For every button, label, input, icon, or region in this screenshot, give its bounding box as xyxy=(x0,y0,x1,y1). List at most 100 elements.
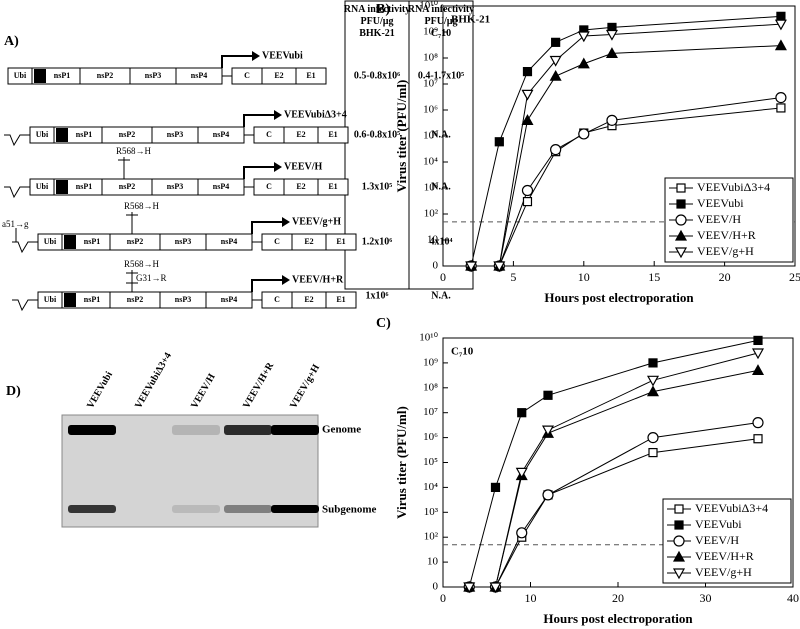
ns-block xyxy=(56,128,68,142)
legend-label: VEEV/g+H xyxy=(695,565,752,579)
gene-label: Ubi xyxy=(36,182,49,191)
band xyxy=(68,425,116,435)
y-tick-label: 10¹⁰ xyxy=(419,0,438,12)
series-line xyxy=(468,339,759,588)
legend-label: VEEV/H xyxy=(695,533,739,547)
gene-label: nsP3 xyxy=(175,237,191,246)
y-tick-label: 10⁷ xyxy=(423,78,438,90)
lane-label: VEEV/H xyxy=(189,372,218,411)
marker xyxy=(675,214,687,226)
loop xyxy=(4,186,30,199)
y-tick-label: 10³ xyxy=(424,182,439,194)
marker xyxy=(578,128,590,140)
legend-label: VEEV/H+R xyxy=(697,228,756,242)
y-tick-label: 10 xyxy=(427,556,439,568)
legend-label: VEEV/H xyxy=(697,212,741,226)
marker xyxy=(776,11,786,21)
marker xyxy=(605,29,618,41)
y-tick-label: 10² xyxy=(424,208,439,220)
marker xyxy=(493,261,506,273)
marker xyxy=(543,390,553,400)
gene-label: C xyxy=(274,295,280,304)
gene-label: nsP4 xyxy=(221,295,237,304)
marker xyxy=(775,91,787,104)
y-tick-label: 10⁵ xyxy=(423,456,438,468)
marker xyxy=(542,489,554,501)
legend-label: VEEVubi xyxy=(697,196,744,210)
table-header-line: RNA infectivity xyxy=(344,4,410,15)
legend-label: VEEV/H+R xyxy=(695,549,754,563)
legend-label: VEEVubiΔ3+4 xyxy=(697,180,770,194)
panel-label: C) xyxy=(376,316,391,331)
mutation-label: R568→H xyxy=(116,146,152,156)
marker xyxy=(672,550,686,562)
y-tick-label: 10⁹ xyxy=(423,26,438,38)
table-header-line: RNA infectivity xyxy=(408,4,474,15)
y-tick-label: 10⁴ xyxy=(423,481,438,493)
marker xyxy=(674,229,688,241)
panel-label: D) xyxy=(6,384,21,399)
legend-label: VEEVubiΔ3+4 xyxy=(695,501,768,515)
y-tick-label: 10⁴ xyxy=(423,156,438,168)
marker xyxy=(774,39,787,51)
x-tick-label: 10 xyxy=(525,591,537,605)
gene-box xyxy=(325,233,357,251)
table-header-line: PFU/µg xyxy=(361,16,394,27)
x-tick-label: 30 xyxy=(700,591,712,605)
marker xyxy=(577,31,590,43)
construct-name: VEEV/H+R xyxy=(292,274,344,285)
chart-title: BHK-21 xyxy=(451,14,490,26)
x-tick-label: 5 xyxy=(510,270,516,284)
gene-label: Ubi xyxy=(44,295,57,304)
promoter-arrow xyxy=(243,114,274,127)
x-tick-label: 40 xyxy=(787,591,799,605)
x-tick-label: 25 xyxy=(789,270,800,284)
loop xyxy=(12,299,38,312)
arrow-head xyxy=(282,275,290,285)
table-cell: 4x10⁴ xyxy=(430,236,453,247)
gene-label: nsP2 xyxy=(127,237,143,246)
table-cell: 0.5-0.8x10⁶ xyxy=(354,70,400,81)
marker xyxy=(463,582,476,594)
marker xyxy=(541,425,555,437)
marker xyxy=(673,535,685,547)
gene-label: E2 xyxy=(296,182,305,191)
gene-label: E1 xyxy=(306,71,315,80)
panel-label: A) xyxy=(4,34,19,49)
marker xyxy=(753,434,763,444)
marker xyxy=(674,520,684,530)
gene-box xyxy=(295,67,327,85)
arrow-head xyxy=(282,217,290,227)
gene-label: nsP4 xyxy=(191,71,207,80)
gene-label: E1 xyxy=(328,182,337,191)
y-tick-label: 10⁶ xyxy=(423,104,438,116)
promoter-arrow xyxy=(251,279,282,292)
marker xyxy=(676,199,686,209)
y-axis-label: Virus titer (PFU/ml) xyxy=(394,406,409,519)
table-header-line: BHK-21 xyxy=(359,28,395,39)
table-cell: 1.3x10⁵ xyxy=(362,181,393,192)
y-tick-label: 10² xyxy=(424,531,439,543)
construct-name: VEEV/g+H xyxy=(292,216,341,227)
gene-label: nsP4 xyxy=(213,130,229,139)
table-cell: N.A. xyxy=(431,181,451,192)
band xyxy=(68,505,116,513)
mutation-label: G31→R xyxy=(136,273,167,283)
band xyxy=(224,505,272,513)
y-tick-label: 10⁶ xyxy=(423,431,438,443)
band xyxy=(271,425,319,435)
y-tick-label: 10³ xyxy=(424,506,439,518)
promoter-arrow xyxy=(221,55,252,68)
table-cell: 1.2x10⁶ xyxy=(362,236,393,247)
y-tick-label: 10⁸ xyxy=(423,52,438,64)
x-axis-label: Hours post electroporation xyxy=(544,290,694,305)
marker xyxy=(648,447,658,458)
gene-label: E2 xyxy=(304,237,313,246)
table-header-line: PFU/µg xyxy=(425,16,458,27)
lane-label: VEEVubiΔ3+4 xyxy=(133,351,174,411)
gene-box xyxy=(317,178,349,196)
marker xyxy=(490,482,501,492)
marker xyxy=(515,467,528,479)
marker xyxy=(647,432,659,444)
